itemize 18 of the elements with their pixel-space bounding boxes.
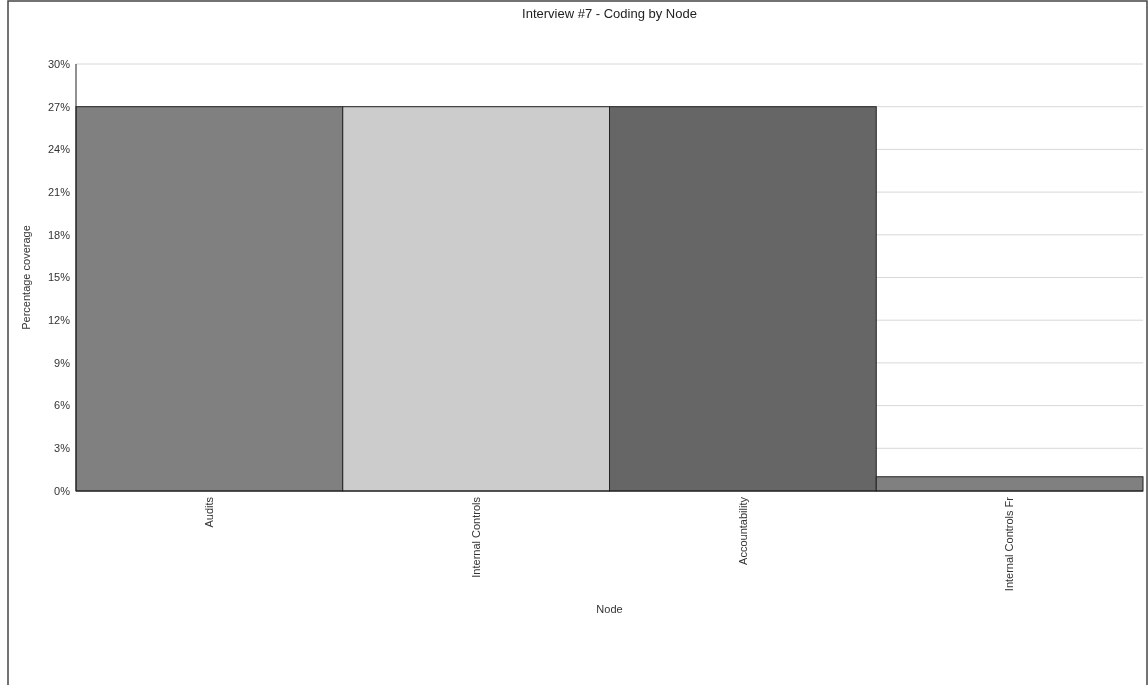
x-tick-label: Audits <box>203 496 216 528</box>
y-tick-label: 6% <box>54 399 71 412</box>
y-axis-title: Percentage coverage <box>20 225 32 330</box>
y-tick-label: 9% <box>54 356 71 369</box>
x-tick-label: Accountability <box>736 496 749 565</box>
y-tick-label: 27% <box>47 100 71 113</box>
x-axis-title: Node <box>596 603 623 615</box>
y-tick-label: 0% <box>54 484 71 497</box>
y-tick-label: 3% <box>54 442 71 455</box>
y-tick-label: 12% <box>47 314 71 327</box>
chart-title: Interview #7 - Coding by Node <box>522 6 697 21</box>
y-tick-label: 30% <box>47 57 71 70</box>
y-tick-label: 21% <box>47 185 71 198</box>
y-tick-label: 24% <box>47 143 71 156</box>
y-tick-label: 15% <box>47 271 71 284</box>
x-tick-label: Internal Controls <box>469 496 482 578</box>
x-tick-label: Internal Controls Fr <box>1003 496 1016 592</box>
y-tick-label: 18% <box>47 228 71 241</box>
